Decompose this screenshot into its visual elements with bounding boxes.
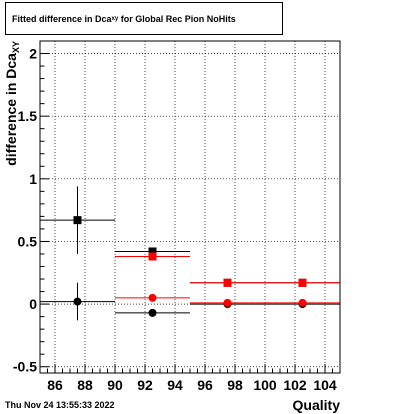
x-tick-label: 90 bbox=[107, 377, 123, 393]
data-point-square bbox=[148, 252, 157, 261]
grid-lines bbox=[40, 41, 340, 373]
x-tick-label: 88 bbox=[77, 377, 93, 393]
x-axis-title: Quality bbox=[293, 397, 341, 413]
tick-labels: 86 88 90 92 94 96 98 100 102 104 -0.5 0 0.5 1 1.5 2 bbox=[13, 46, 337, 393]
data-point-circle bbox=[148, 293, 157, 302]
x-tick-label: 98 bbox=[227, 377, 243, 393]
data-point-square bbox=[73, 216, 82, 225]
axis-ticks bbox=[39, 40, 341, 373]
y-axis-title-main: difference in Dca bbox=[3, 53, 19, 166]
y-tick-label: 1.5 bbox=[18, 108, 38, 124]
timestamp-footer: Thu Nov 24 13:55:33 2022 bbox=[5, 400, 115, 410]
y-axis-title: difference in DcaXY bbox=[3, 41, 21, 166]
y-tick-label: 0.5 bbox=[18, 233, 38, 249]
x-tick-label: 102 bbox=[283, 377, 307, 393]
data-markers bbox=[73, 216, 307, 317]
data-point-circle bbox=[223, 298, 232, 307]
data-point-square bbox=[223, 278, 232, 287]
x-tick-label: 92 bbox=[137, 377, 153, 393]
y-tick-label: -0.5 bbox=[13, 359, 37, 375]
chart-title-suffix: for Global Rec Pion NoHits bbox=[120, 13, 236, 24]
chart-title-box: Fitted difference in Dca xy for Global Re… bbox=[5, 2, 283, 35]
data-point-circle bbox=[298, 298, 307, 307]
data-point-circle bbox=[148, 308, 157, 317]
y-tick-label: 0 bbox=[29, 296, 37, 312]
y-tick-label: 1 bbox=[29, 171, 37, 187]
chart-title-main: Fitted difference in Dca bbox=[12, 13, 112, 24]
data-point-square bbox=[298, 278, 307, 287]
x-tick-label: 100 bbox=[253, 377, 277, 393]
y-tick-label: 2 bbox=[29, 46, 37, 62]
x-tick-label: 104 bbox=[313, 377, 337, 393]
x-tick-label: 86 bbox=[47, 377, 63, 393]
x-tick-label: 94 bbox=[167, 377, 183, 393]
x-tick-label: 96 bbox=[197, 377, 213, 393]
data-point-square bbox=[148, 247, 157, 256]
y-axis-title-subscript: XY bbox=[11, 41, 21, 53]
data-point-circle bbox=[73, 297, 82, 306]
chart-title-subscript: xy bbox=[111, 15, 119, 22]
